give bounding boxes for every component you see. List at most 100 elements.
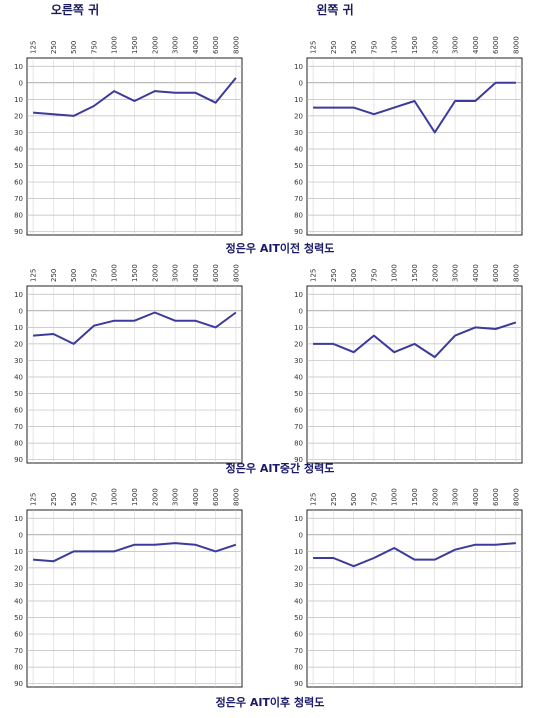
y-tick-label: 60 [14,179,23,187]
y-tick-label: 30 [294,357,303,365]
y-tick-label: 90 [294,228,303,236]
x-tick-label: 500 [70,493,78,506]
x-tick-label: 125 [30,41,38,54]
hearing-line [33,311,237,345]
y-tick-label: 20 [294,340,303,348]
x-tick-label: 3000 [452,488,460,506]
y-tick-label: 50 [294,614,303,622]
y-tick-label: 10 [294,548,303,556]
header-right-ear: 오른쪽 귀 [51,2,99,17]
y-tick-label: 20 [14,112,23,120]
y-tick-label: 80 [294,664,303,672]
audiogram: 10 0 10 20 30 40 50 60 70 80 90 125 250 500 750 1000 150… [294,488,523,688]
y-tick-label: 10 [294,291,303,299]
y-tick-label: 40 [14,597,23,605]
x-tick-label: 6000 [492,488,500,506]
x-tick-label: 1500 [131,264,139,282]
y-tick-label: 0 [299,307,303,315]
audiogram: 10 0 10 20 30 40 50 60 70 80 90 125 250 500 750 1000 150… [14,488,243,688]
x-tick-label: 125 [310,269,318,282]
x-tick-label: 1000 [111,488,119,506]
x-tick-label: 250 [50,41,58,54]
y-tick-label: 70 [294,647,303,655]
hearing-line [33,77,237,117]
x-tick-label: 6000 [492,36,500,54]
y-tick-label: 80 [14,664,23,672]
y-tick-label: 10 [14,548,23,556]
y-tick-label: 20 [294,112,303,120]
x-tick-label: 3000 [172,264,180,282]
audiogram: 10 0 10 20 30 40 50 60 70 80 90 125 250 500 750 1000 150… [14,36,243,236]
x-tick-label: 500 [350,269,358,282]
x-tick-label: 500 [350,493,358,506]
y-tick-label: 30 [14,357,23,365]
x-tick-label: 250 [50,493,58,506]
hearing-line [313,321,517,359]
y-tick-label: 90 [294,680,303,688]
caption: 정은우 AIT이전 청력도 [226,241,335,255]
y-tick-label: 60 [294,407,303,415]
y-tick-label: 80 [294,212,303,220]
y-tick-label: 50 [14,390,23,398]
x-tick-label: 1500 [131,488,139,506]
y-tick-label: 10 [14,96,23,104]
x-tick-label: 8000 [512,36,520,54]
hearing-line [313,81,516,134]
x-tick-label: 500 [70,41,78,54]
x-tick-label: 6000 [492,264,500,282]
y-tick-label: 40 [14,145,23,153]
hearing-line [313,542,516,568]
x-tick-label: 4000 [472,488,480,506]
y-tick-label: 50 [294,162,303,170]
y-tick-label: 60 [14,631,23,639]
y-tick-label: 0 [19,307,23,315]
x-tick-label: 1000 [391,488,399,506]
y-tick-label: 60 [294,179,303,187]
x-tick-label: 4000 [472,36,480,54]
x-tick-label: 1000 [391,264,399,282]
x-tick-label: 8000 [232,36,240,54]
x-tick-label: 1500 [411,488,419,506]
x-tick-label: 2000 [151,264,159,282]
y-tick-label: 40 [14,373,23,381]
x-tick-label: 3000 [452,36,460,54]
x-tick-label: 250 [330,41,338,54]
y-tick-label: 60 [14,407,23,415]
x-tick-label: 750 [90,493,98,506]
y-tick-label: 40 [294,373,303,381]
y-tick-label: 70 [14,195,23,203]
x-tick-label: 8000 [232,264,240,282]
x-tick-label: 4000 [192,264,200,282]
x-tick-label: 6000 [212,488,220,506]
y-tick-label: 0 [299,531,303,539]
y-tick-label: 0 [19,79,23,87]
y-tick-label: 10 [14,515,23,523]
x-tick-label: 250 [330,493,338,506]
x-tick-label: 750 [90,41,98,54]
y-tick-label: 30 [14,129,23,137]
y-tick-label: 10 [294,515,303,523]
x-tick-label: 3000 [172,36,180,54]
x-tick-label: 2000 [431,36,439,54]
x-tick-label: 3000 [452,264,460,282]
x-tick-label: 2000 [151,488,159,506]
x-tick-label: 3000 [172,488,180,506]
y-tick-label: 0 [299,79,303,87]
x-tick-label: 1000 [111,264,119,282]
y-tick-label: 40 [294,597,303,605]
x-tick-label: 6000 [212,264,220,282]
x-tick-label: 500 [70,269,78,282]
x-tick-label: 8000 [232,488,240,506]
y-tick-label: 40 [294,145,303,153]
x-tick-label: 125 [30,269,38,282]
y-tick-label: 50 [14,162,23,170]
y-tick-label: 80 [14,440,23,448]
y-tick-label: 70 [14,647,23,655]
x-tick-label: 750 [370,41,378,54]
y-tick-label: 70 [294,195,303,203]
y-tick-label: 10 [294,324,303,332]
y-tick-label: 80 [294,440,303,448]
x-tick-label: 750 [370,493,378,506]
y-tick-label: 90 [14,456,23,464]
